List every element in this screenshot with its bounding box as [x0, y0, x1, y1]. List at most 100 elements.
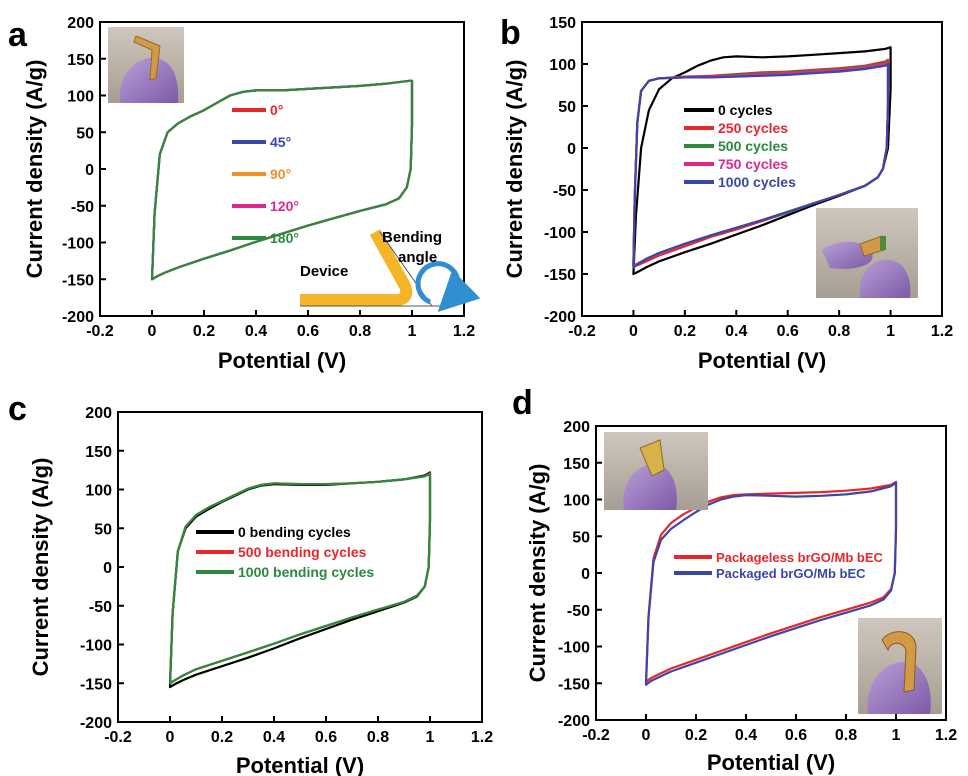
y-axis-label: Current density (A/g) — [22, 60, 47, 279]
y-tick-label: -100 — [544, 225, 576, 242]
x-tick-label: 0.6 — [785, 727, 807, 744]
x-tick-label: 0.2 — [685, 727, 707, 744]
x-tick-label: 0.6 — [777, 323, 799, 340]
x-axis-label: Potential (V) — [218, 348, 346, 373]
y-tick-label: -50 — [89, 599, 112, 616]
x-tick-label: 0 — [629, 323, 638, 340]
legend-label: 45° — [270, 134, 291, 150]
legend-label: 120° — [270, 198, 299, 214]
bending-label-line2: angle — [398, 249, 437, 266]
x-tick-label: 0.4 — [725, 323, 747, 340]
y-tick-label: -150 — [558, 676, 590, 693]
x-tick-label: -0.2 — [582, 727, 610, 744]
y-axis-label: Current density (A/g) — [28, 458, 53, 677]
x-tick-label: 1 — [408, 323, 417, 340]
y-tick-label: -50 — [567, 603, 590, 620]
legend-label: Packaged brGO/Mb bEC — [716, 566, 866, 581]
y-tick-label: -150 — [62, 272, 94, 289]
y-tick-label: 0 — [103, 560, 112, 577]
y-tick-label: 200 — [563, 419, 590, 436]
legend-label: 180° — [270, 230, 299, 246]
bending-label-line1: Bending — [382, 229, 442, 246]
x-tick-label: 1.2 — [931, 323, 953, 340]
y-tick-label: -200 — [62, 309, 94, 326]
series-line-2 — [168, 472, 432, 685]
x-tick-label: 0 — [166, 729, 175, 746]
x-tick-label: -0.2 — [568, 323, 596, 340]
legend-label: 500 bending cycles — [238, 544, 367, 560]
panel-letter-d: d — [512, 384, 533, 422]
x-tick-label: 1 — [892, 727, 901, 744]
x-tick-label: 0.8 — [349, 323, 371, 340]
x-tick-label: 0 — [148, 323, 157, 340]
x-tick-label: 1 — [426, 729, 435, 746]
y-tick-label: -200 — [544, 309, 576, 326]
x-tick-label: 0.8 — [835, 727, 857, 744]
y-tick-label: -150 — [80, 676, 112, 693]
y-tick-label: -50 — [553, 183, 576, 200]
panel-letter-b: b — [500, 14, 521, 52]
legend-label: 0 bending cycles — [238, 524, 351, 540]
x-tick-label: 0.8 — [367, 729, 389, 746]
plot-frame — [581, 21, 943, 317]
y-tick-label: 150 — [67, 52, 94, 69]
device-label: Device — [300, 263, 348, 280]
x-axis-label: Potential (V) — [236, 753, 364, 776]
x-tick-label: -0.2 — [104, 729, 132, 746]
y-tick-label: 200 — [85, 405, 112, 422]
y-tick-label: 150 — [549, 15, 576, 32]
y-tick-label: -100 — [62, 236, 94, 253]
series-line-1 — [644, 481, 898, 686]
panel-d-chart: -0.2 0 0.2 0.4 0.6 0.8 1 1.2 -200 -150 -100 -50 0 50 1… — [525, 419, 957, 775]
x-tick-label: 0.4 — [735, 727, 757, 744]
y-axis-label: Current density (A/g) — [525, 464, 550, 683]
x-tick-label: 0.2 — [193, 323, 215, 340]
x-tick-label: -0.2 — [86, 323, 114, 340]
x-tick-label: 1.2 — [453, 323, 475, 340]
x-tick-label: 0.8 — [828, 323, 850, 340]
series-line-4 — [632, 62, 890, 269]
y-tick-label: 100 — [85, 483, 112, 500]
series-line-4 — [150, 79, 414, 281]
y-tick-label: 0 — [581, 566, 590, 583]
y-tick-label: 0 — [567, 141, 576, 158]
panel-c-chart: -0.2 0 0.2 0.4 0.6 0.8 1 1.2 -200 -150 -100 -50 0 50 1… — [28, 405, 493, 776]
y-tick-label: -100 — [558, 640, 590, 657]
y-tick-label: 50 — [76, 125, 94, 142]
legend-label: 0° — [270, 102, 283, 118]
legend-label: 250 cycles — [718, 120, 788, 136]
legend-label: Packageless brGO/Mb bEC — [716, 550, 884, 565]
x-tick-label: 0 — [642, 727, 651, 744]
legend-label: 90° — [270, 166, 291, 182]
x-axis-label: Potential (V) — [698, 348, 826, 373]
panel-a-chart: -0.2 0 0.2 0.4 0.6 0.8 1 1.2 -200 -150 -100 -50 0 50 1… — [22, 15, 481, 373]
y-tick-label: 150 — [85, 444, 112, 461]
y-tick-label: 100 — [67, 89, 94, 106]
y-tick-label: -100 — [80, 638, 112, 655]
y-tick-label: 100 — [563, 493, 590, 510]
panel-letter-a: a — [8, 16, 28, 54]
legend-label: 0 cycles — [718, 102, 773, 118]
x-tick-label: 0.6 — [297, 323, 319, 340]
legend-label: 500 cycles — [718, 138, 788, 154]
x-tick-label: 1.2 — [935, 727, 957, 744]
x-tick-label: 0.6 — [315, 729, 337, 746]
inset-photo-bent-device — [858, 618, 942, 714]
y-tick-label: 200 — [67, 15, 94, 32]
bending-angle-schematic: Device Bending angle — [300, 229, 481, 313]
x-tick-label: 0.4 — [245, 323, 267, 340]
x-tick-label: 1.2 — [471, 729, 493, 746]
y-tick-label: 150 — [563, 456, 590, 473]
x-axis-label: Potential (V) — [707, 750, 835, 775]
panel-letter-c: c — [8, 390, 27, 428]
x-tick-label: 1 — [886, 323, 895, 340]
inset-photo-bent-device — [816, 208, 918, 298]
series-line-0 — [632, 46, 892, 276]
y-tick-label: -150 — [544, 267, 576, 284]
y-tick-label: 50 — [572, 529, 590, 546]
y-tick-label: -50 — [71, 199, 94, 216]
y-tick-label: 0 — [85, 162, 94, 179]
inset-photo-bent-device — [604, 432, 708, 510]
y-tick-label: 50 — [94, 521, 112, 538]
x-tick-label: 0.2 — [211, 729, 233, 746]
